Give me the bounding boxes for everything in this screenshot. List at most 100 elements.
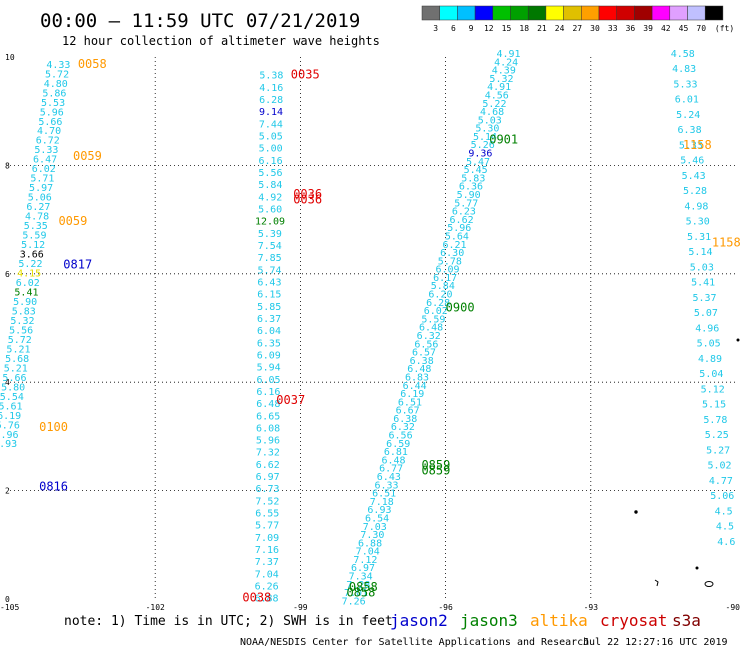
legend-tick-label: 45: [679, 24, 689, 33]
wave-height-value: 5.31: [687, 232, 711, 243]
wave-height-value: 6.56: [389, 431, 413, 442]
wave-height-value: 5.30: [686, 217, 710, 228]
wave-height-value: 5.21: [6, 344, 30, 355]
x-tick-label: -90: [726, 603, 740, 612]
wave-height-value: 4.83: [672, 64, 696, 75]
wave-height-value: 6.27: [26, 202, 50, 213]
wave-height-value: 4.91: [496, 49, 520, 60]
wave-height-value: 5.78: [703, 415, 727, 426]
wave-height-value: 6.19: [400, 389, 424, 400]
pass-time-label: 0036: [293, 187, 322, 201]
wave-height-value: 5.76: [0, 420, 20, 431]
wave-height-value: 9.14: [259, 107, 283, 118]
legend-tick-label: 33: [608, 24, 618, 33]
wave-height-value: 5.25: [705, 430, 729, 441]
wave-height-value: 5.07: [694, 308, 718, 319]
satellite-name-jason3: jason3: [460, 611, 518, 630]
pass-time-label: 0859: [421, 463, 450, 477]
wave-height-value: 5.22: [482, 99, 506, 110]
pass-time-label: 0037: [276, 393, 305, 407]
wave-height-value: 5.26: [471, 140, 495, 151]
wave-height-value: 5.83: [461, 173, 485, 184]
wave-height-value: 5.35: [24, 221, 48, 232]
wave-height-value: 6.32: [391, 422, 415, 433]
wave-height-value: 6.15: [257, 290, 281, 301]
wave-height-value: 4.5: [716, 522, 734, 533]
legend-tick-label: 36: [626, 24, 636, 33]
wave-height-value: 6.02: [32, 164, 56, 175]
wave-height-value: 7.34: [349, 572, 373, 583]
wave-height-value: 6.51: [398, 397, 422, 408]
wave-height-value: 6.26: [255, 582, 279, 593]
wave-height-value: 6.88: [254, 594, 278, 605]
wave-height-value: 5.05: [259, 131, 283, 142]
wave-height-value: 5.78: [438, 256, 462, 267]
pass-time-label: 0817: [63, 257, 92, 271]
wave-height-value: 4.15: [17, 269, 41, 280]
wave-height-value: 5.41: [14, 287, 38, 298]
wave-height-value: 6.38: [410, 356, 434, 367]
legend-tick-label: 6: [451, 24, 456, 33]
wave-height-value: 6.32: [417, 331, 441, 342]
pass-time-label: 1158: [683, 138, 712, 152]
wave-height-value: 6.77: [379, 464, 403, 475]
wave-height-value: 6.44: [403, 381, 427, 392]
wave-height-value: 7.26: [342, 596, 366, 607]
satellite-legend: jason2 jason3 altika cryosat s3a: [390, 611, 701, 630]
wave-height-value: 4.68: [480, 107, 504, 118]
wave-height-value: 6.23: [452, 207, 476, 218]
wave-height-value: 6.47: [33, 155, 57, 166]
wave-height-value: 12.09: [255, 217, 285, 228]
wave-height-value: 5.96: [447, 223, 471, 234]
legend-tick-label: 9: [469, 24, 474, 33]
wave-height-value: 5.28: [683, 186, 707, 197]
legend-swatch: [669, 5, 688, 21]
wave-height-value: 5.71: [30, 174, 54, 185]
wave-height-value: 5.64: [445, 231, 469, 242]
satellite-name-cryosat: cryosat: [600, 611, 667, 630]
wave-height-value: 4.58: [671, 49, 695, 60]
legend-swatch: [474, 5, 494, 21]
wave-height-value: 5.84: [431, 281, 455, 292]
wave-height-value: 5.68: [5, 354, 29, 365]
wave-height-value: 6.48: [381, 455, 405, 466]
wave-height-value: 6.38: [678, 125, 702, 136]
wave-height-value: 9.36: [468, 149, 492, 160]
pass-time-label: 0036: [293, 192, 322, 206]
coastline-icon: [634, 338, 740, 587]
wave-height-value: 4.56: [485, 90, 509, 101]
wave-height-value: 6.17: [433, 273, 457, 284]
legend-swatch: [634, 5, 653, 21]
wave-height-value: 6.05: [256, 375, 280, 386]
wave-height-value: 5.94: [257, 363, 281, 374]
wave-height-value: 4.70: [37, 126, 61, 137]
wave-height-value: 5.86: [42, 88, 66, 99]
pass-time-label: 0900: [446, 301, 475, 315]
wave-height-value: 5.46: [680, 156, 704, 167]
wave-height-value: 4.96: [695, 323, 719, 334]
track-altika-track-2: 4.58 4.83 5.33 6.01 5.24 6.38 5.33 5.46 5.43 5.28…: [671, 49, 736, 548]
wave-height-value: 5.47: [466, 157, 490, 168]
wave-height-value: 6.83: [405, 372, 429, 383]
wave-height-value: 4.16: [259, 83, 283, 94]
wave-height-value: 4.5: [715, 506, 733, 517]
legend-swatch: [439, 5, 458, 21]
pass-time-label: 0038: [242, 591, 271, 605]
legend-tick-label: 21: [537, 24, 547, 33]
wave-height-value: 7.12: [353, 555, 377, 566]
y-tick-label: 8: [5, 161, 10, 170]
wave-height-value: 4.24: [494, 57, 518, 68]
wave-height-value: 5.05: [697, 339, 721, 350]
wave-height-value: 5.59: [421, 314, 445, 325]
wave-height-value: 5.24: [676, 110, 700, 121]
legend-swatch: [651, 5, 671, 21]
track-cryosat-track-1: 5.384.166.289.147.445.055.006.165.565.84…: [254, 71, 285, 605]
wave-height-value: 6.09: [435, 265, 459, 276]
wave-height-value: 4.39: [492, 66, 516, 77]
x-tick-label: -93: [584, 603, 599, 612]
footer-credit: NOAA/NESDIS Center for Satellite Applica…: [240, 637, 589, 648]
wave-height-value: 7.18: [370, 497, 394, 508]
satellite-name-jason2: jason2: [390, 611, 448, 630]
